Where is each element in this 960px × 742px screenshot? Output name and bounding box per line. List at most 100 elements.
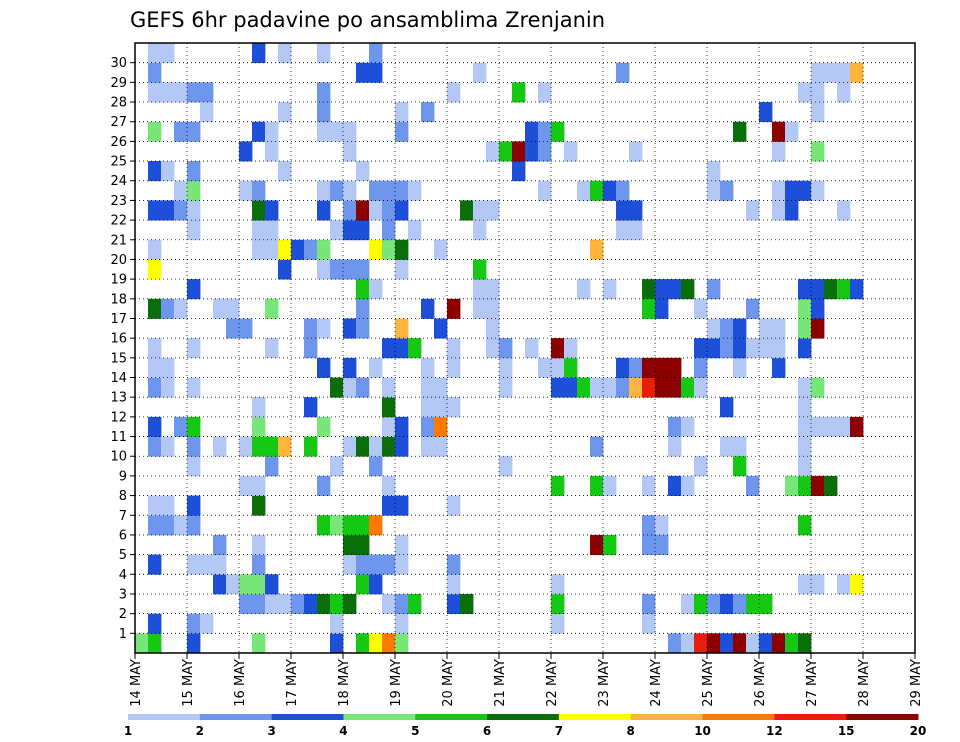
heatmap-cell bbox=[356, 298, 370, 319]
heatmap-cell bbox=[213, 298, 227, 319]
heatmap-cell bbox=[811, 377, 825, 398]
heatmap-cell bbox=[356, 574, 370, 595]
heatmap-cell bbox=[239, 318, 253, 339]
heatmap-cell bbox=[772, 141, 786, 162]
heatmap-cell bbox=[356, 62, 370, 83]
y-tick-label: 13 bbox=[110, 391, 127, 406]
heatmap-cell bbox=[642, 593, 656, 615]
y-tick-label: 24 bbox=[110, 174, 127, 189]
heatmap-cell bbox=[590, 475, 604, 496]
heatmap-cell bbox=[174, 180, 188, 201]
heatmap-cell bbox=[538, 180, 552, 201]
heatmap-cell bbox=[525, 141, 539, 162]
heatmap-cell bbox=[226, 318, 240, 339]
heatmap-cell bbox=[356, 515, 370, 536]
legend-label: 1 bbox=[124, 724, 132, 738]
y-tick-label: 15 bbox=[110, 351, 127, 366]
heatmap-cell bbox=[798, 279, 812, 300]
heatmap-cell bbox=[213, 554, 227, 575]
legend-label: 6 bbox=[483, 724, 491, 738]
heatmap-cell bbox=[772, 121, 786, 142]
heatmap-cell bbox=[434, 416, 448, 437]
heatmap-cell bbox=[317, 593, 331, 615]
heatmap-cell bbox=[824, 62, 838, 83]
heatmap-cell bbox=[174, 121, 188, 142]
heatmap-cell bbox=[343, 141, 357, 162]
heatmap-cell bbox=[850, 279, 864, 300]
heatmap-cell bbox=[317, 121, 331, 142]
heatmap-cell bbox=[629, 377, 643, 398]
heatmap-cell bbox=[629, 141, 643, 162]
heatmap-cell bbox=[733, 318, 747, 339]
x-tick-label: 16 MAY bbox=[233, 659, 248, 707]
heatmap-cell bbox=[317, 102, 331, 123]
heatmap-cell bbox=[356, 318, 370, 339]
heatmap-cell bbox=[187, 633, 201, 654]
heatmap-cell bbox=[590, 377, 604, 398]
heatmap-cell bbox=[681, 633, 695, 654]
heatmap-cell bbox=[850, 416, 864, 437]
heatmap-cell bbox=[421, 102, 435, 123]
y-tick-label: 11 bbox=[110, 430, 127, 445]
heatmap-cell bbox=[395, 416, 409, 437]
y-tick-label: 17 bbox=[110, 312, 127, 327]
y-tick-label: 16 bbox=[110, 332, 127, 347]
heatmap-cell bbox=[798, 574, 812, 595]
heatmap-cell bbox=[733, 357, 747, 378]
heatmap-cell bbox=[356, 554, 370, 575]
heatmap-cell bbox=[343, 259, 357, 280]
heatmap-cell bbox=[798, 633, 812, 654]
heatmap-cell bbox=[720, 318, 734, 339]
heatmap-cell bbox=[304, 239, 318, 260]
heatmap-cell bbox=[304, 593, 318, 615]
heatmap-cell bbox=[499, 456, 513, 477]
plot-frame bbox=[134, 42, 916, 654]
heatmap-cell bbox=[785, 121, 799, 142]
heatmap-cell bbox=[837, 416, 851, 437]
heatmap-cell bbox=[824, 475, 838, 496]
heatmap-cell bbox=[447, 574, 461, 595]
heatmap-cell bbox=[720, 397, 734, 418]
heatmap-cell bbox=[473, 279, 487, 300]
heatmap-cell bbox=[395, 554, 409, 575]
heatmap-cell bbox=[187, 121, 201, 142]
heatmap-cell bbox=[317, 259, 331, 280]
heatmap-cell bbox=[317, 239, 331, 260]
y-tick-label: 27 bbox=[110, 115, 127, 130]
heatmap-cell bbox=[265, 298, 279, 319]
heatmap-cell bbox=[837, 279, 851, 300]
heatmap-cell bbox=[148, 259, 162, 280]
heatmap-cell bbox=[551, 377, 565, 398]
heatmap-cell bbox=[187, 338, 201, 359]
legend-swatch bbox=[271, 714, 344, 720]
heatmap-cell bbox=[343, 318, 357, 339]
heatmap-cell bbox=[356, 279, 370, 300]
heatmap-cell bbox=[148, 633, 162, 654]
heatmap-cell bbox=[707, 279, 721, 300]
y-tick-label: 9 bbox=[119, 469, 127, 484]
heatmap-cell bbox=[239, 475, 253, 496]
legend-swatch bbox=[343, 714, 416, 720]
heatmap-cell bbox=[798, 515, 812, 536]
heatmap-cell bbox=[200, 554, 214, 575]
heatmap-cell bbox=[161, 82, 175, 103]
heatmap-cell bbox=[655, 357, 669, 378]
heatmap-cell bbox=[746, 633, 760, 654]
x-tick-label: 23 MAY bbox=[597, 659, 612, 707]
heatmap-cell bbox=[252, 43, 266, 64]
heatmap-cell bbox=[681, 416, 695, 437]
heatmap-cell bbox=[811, 279, 825, 300]
heatmap-cell bbox=[811, 62, 825, 83]
legend-swatch bbox=[558, 714, 632, 720]
legend-label: 20 bbox=[910, 724, 927, 738]
heatmap-cell bbox=[382, 495, 396, 516]
y-tick-label: 26 bbox=[110, 135, 127, 150]
legend-swatch bbox=[702, 714, 775, 720]
heatmap-cell bbox=[369, 574, 383, 595]
heatmap-cell bbox=[668, 475, 682, 496]
heatmap-cell bbox=[148, 161, 162, 182]
y-tick-label: 18 bbox=[110, 292, 127, 307]
heatmap-cell bbox=[564, 357, 578, 378]
heatmap-cell bbox=[486, 298, 500, 319]
heatmap-cell bbox=[707, 633, 721, 654]
